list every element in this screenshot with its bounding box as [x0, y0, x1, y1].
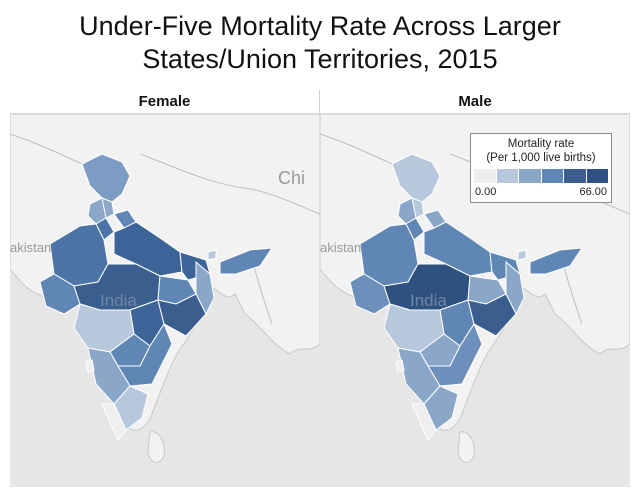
legend-swatch — [564, 169, 587, 183]
state-sikkim — [207, 249, 217, 261]
legend-title-line-2: (Per 1,000 live births) — [486, 152, 596, 164]
state-assam — [219, 247, 273, 275]
state-shapes-female — [39, 153, 273, 441]
state-tamil-nadu — [113, 385, 149, 431]
sri-lanka — [457, 431, 475, 463]
state-jammu-kashmir — [81, 153, 131, 203]
map-label-pakistan: akistan — [320, 240, 361, 255]
state-jammu-kashmir — [391, 153, 441, 203]
legend-swatch — [586, 169, 608, 183]
state-sikkim — [517, 249, 527, 261]
legend-title: Mortality rate (Per 1,000 live births) — [471, 137, 611, 165]
legend-title-line-1: Mortality rate — [507, 138, 575, 150]
map-label-india: India — [410, 291, 447, 310]
state-goa — [85, 359, 95, 373]
legend-color-scale — [474, 169, 608, 183]
sri-lanka — [147, 431, 165, 463]
state-shapes-male — [349, 153, 583, 441]
legend-swatch — [474, 169, 497, 183]
state-assam — [529, 247, 583, 275]
legend-swatch — [541, 169, 564, 183]
panel-header-female: Female — [10, 90, 319, 114]
map-label-china: Chi — [278, 168, 305, 188]
state-tamil-nadu — [423, 385, 459, 431]
panel-header-male: Male — [320, 90, 630, 114]
title-line-2: States/Union Territories, 2015 — [142, 44, 498, 74]
map-female-svg: Chi akistan India — [10, 114, 320, 487]
map-label-india: India — [100, 291, 137, 310]
state-west-bengal — [505, 260, 525, 316]
legend-swatch — [519, 169, 542, 183]
legend-max-label: 66.00 — [579, 186, 607, 198]
map-female[interactable]: Chi akistan India — [10, 114, 320, 487]
state-west-bengal — [195, 260, 215, 316]
title-line-1: Under-Five Mortality Rate Across Larger — [79, 11, 561, 41]
chart-title: Under-Five Mortality Rate Across Larger … — [0, 10, 640, 76]
legend: Mortality rate (Per 1,000 live births) 0… — [470, 133, 612, 203]
legend-swatch — [496, 169, 519, 183]
legend-min-label: 0.00 — [475, 186, 497, 198]
state-goa — [395, 359, 405, 373]
map-label-pakistan: akistan — [10, 240, 51, 255]
